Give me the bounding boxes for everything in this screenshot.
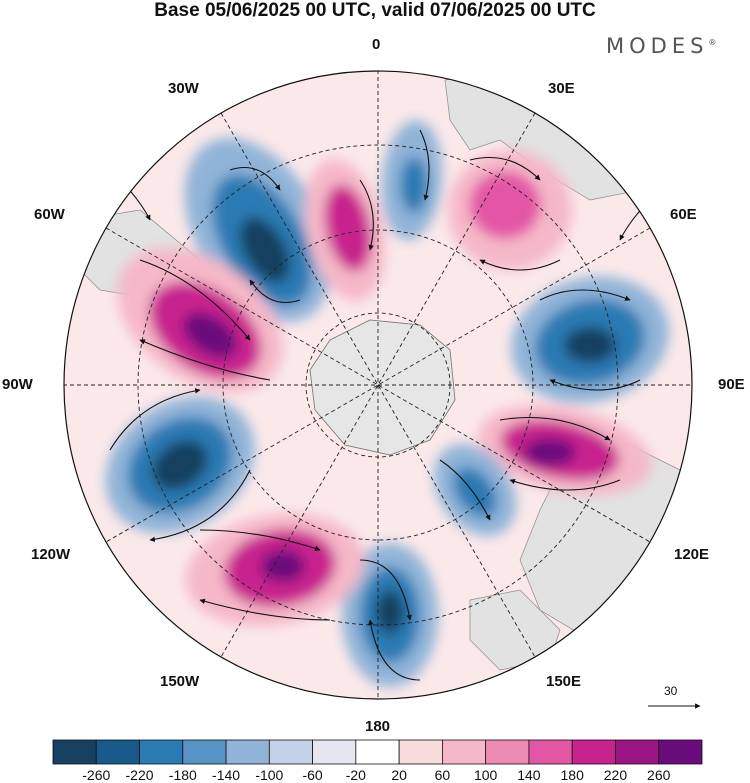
colorbar-swatch [485, 739, 530, 765]
antarctica [309, 319, 456, 456]
colorbar-tick-label: -100 [255, 767, 284, 783]
colorbar-swatch [52, 739, 97, 765]
colorbar-tick-label: 140 [517, 767, 541, 783]
lon-label-90e: 90E [718, 376, 745, 393]
colorbar-swatch [398, 739, 443, 765]
colorbar-tick-label: 180 [560, 767, 584, 783]
lon-label-60w: 60W [34, 206, 65, 223]
colorbar-tick-label: 260 [647, 767, 671, 783]
lon-label-180: 180 [365, 718, 391, 735]
reference-vector-label: 30 [664, 684, 678, 698]
map-title: Base 05/06/2025 00 UTC, valid 07/06/2025… [154, 0, 596, 21]
lon-label-30w: 30W [168, 80, 199, 97]
colorbar-tick-label: -180 [168, 767, 197, 783]
lon-label-30e: 30E [548, 80, 575, 97]
colorbar-tick-label: 20 [391, 767, 407, 783]
map-border [63, 70, 693, 700]
colorbar-swatch [225, 739, 270, 765]
lon-label-90w: 90W [2, 376, 33, 393]
colorbar-tick-label: 220 [603, 767, 628, 783]
colorbar-swatch [312, 739, 357, 765]
map-disc [64, 71, 692, 699]
lon-label-120w: 120W [31, 546, 71, 563]
graticule [64, 71, 692, 699]
colorbar-tick-label: 60 [434, 767, 451, 783]
colorbar-tick-label: -140 [212, 767, 241, 783]
colorbar-swatch [139, 739, 184, 765]
colorbar-swatch [355, 739, 400, 765]
colorbar-swatch [658, 739, 703, 765]
colorbar-swatch [571, 739, 616, 765]
colorbar-swatch [182, 739, 227, 765]
colorbar-tick-label: -220 [125, 767, 154, 783]
colorbar-swatch [268, 739, 314, 765]
lon-label-150e: 150E [546, 673, 582, 690]
lon-label-120e: 120E [674, 546, 710, 563]
colorbar-swatch [528, 739, 573, 765]
wind-vectors [89, 129, 661, 681]
brand-logo: MODES® [606, 34, 717, 58]
lon-label-60e: 60E [670, 206, 697, 223]
colorbar-swatch [615, 739, 660, 765]
anomaly-field [105, 120, 669, 687]
colorbar [52, 739, 703, 765]
colorbar-tick-label: -60 [302, 767, 323, 783]
colorbar-tick-label: 100 [473, 767, 498, 783]
lon-label-0: 0 [372, 36, 381, 53]
colorbar-tick-label: -20 [345, 767, 366, 783]
colorbar-swatch [441, 739, 487, 765]
colorbar-swatch [95, 739, 140, 765]
colorbar-tick-label: -260 [82, 767, 111, 783]
lon-label-150w: 150W [160, 673, 200, 690]
